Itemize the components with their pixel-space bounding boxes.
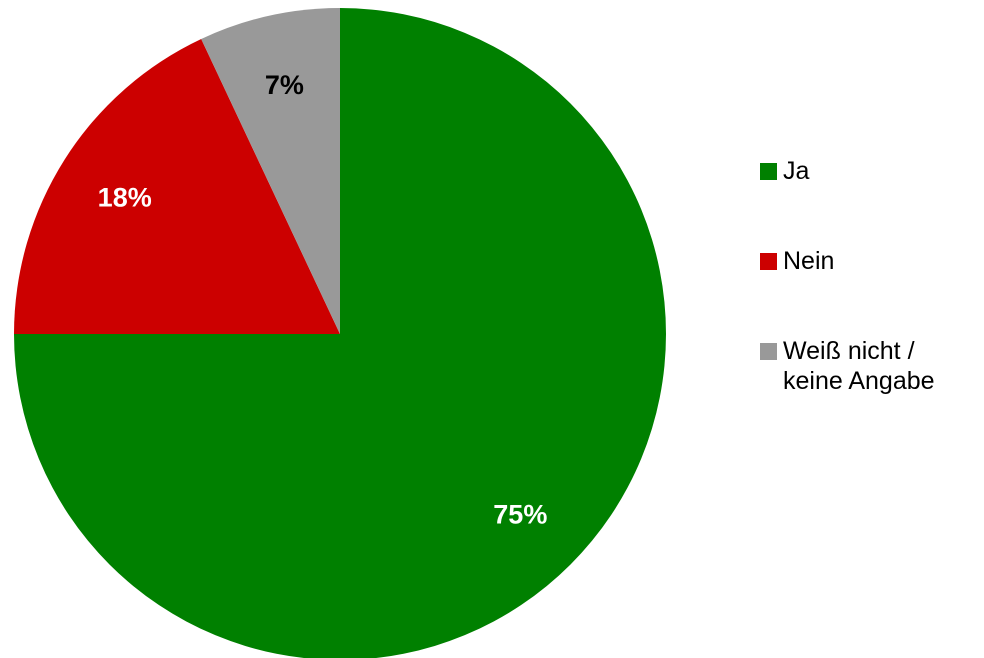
pie-slice-3	[201, 8, 340, 334]
legend-item-weiss-nicht: Weiß nicht / keine Angabe	[760, 336, 980, 396]
legend-swatch-ja	[760, 163, 777, 180]
legend-item-ja: Ja	[760, 156, 980, 186]
legend-label-nein: Nein	[783, 247, 835, 275]
legend-label-weiss-nicht: Weiß nicht / keine Angabe	[783, 337, 935, 395]
legend-swatch-weiss-nicht	[760, 343, 777, 360]
pie-labels: 75% 18% 7%	[98, 70, 548, 529]
legend-item-nein: Nein	[760, 246, 980, 276]
legend: Ja Nein Weiß nicht / keine Angabe	[760, 156, 980, 396]
pie-slice-label-1: 75%	[493, 499, 547, 529]
pie-slice-1	[14, 8, 666, 658]
pie-slice-label-3: 7%	[265, 70, 304, 100]
pie-slices	[14, 8, 666, 658]
pie-slice-2	[14, 39, 340, 335]
legend-swatch-nein	[760, 253, 777, 270]
pie-slice-label-2: 18%	[98, 182, 152, 212]
legend-label-ja: Ja	[783, 157, 810, 185]
